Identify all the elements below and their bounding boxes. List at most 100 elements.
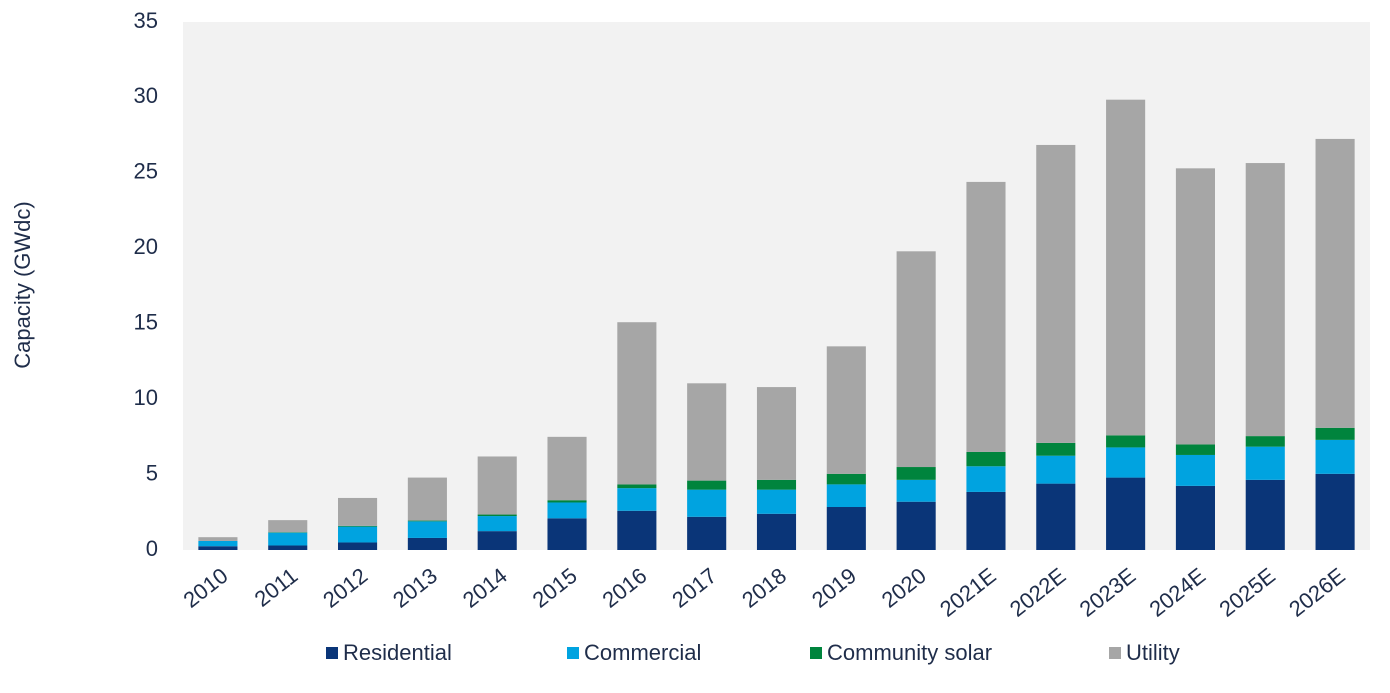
bar-segment [268, 545, 308, 550]
bar-segment [1175, 454, 1215, 486]
bar-segment [826, 484, 866, 508]
x-tick-label: 2026E [1284, 563, 1350, 622]
bar-segment [687, 383, 727, 481]
legend-swatch [567, 647, 579, 659]
bar-segment [826, 507, 866, 550]
x-tick-label: 2012 [318, 563, 372, 613]
legend-label: Community solar [827, 640, 992, 665]
x-tick-label: 2010 [179, 563, 233, 613]
bar-segment [477, 516, 517, 532]
bar-segment [826, 346, 866, 474]
bar-segment [1036, 442, 1076, 456]
bar-segment [547, 500, 587, 503]
bar-segment [896, 479, 936, 502]
x-tick-label: 2018 [737, 563, 791, 613]
bar-segment [687, 489, 727, 517]
x-tick-label: 2023E [1075, 563, 1141, 622]
x-tick-label: 2024E [1145, 563, 1211, 622]
bar-segment [756, 489, 797, 514]
y-tick-label: 15 [134, 310, 158, 335]
bar-segment [687, 480, 727, 490]
x-tick-label: 2019 [807, 563, 861, 613]
x-tick-label: 2011 [250, 563, 303, 612]
x-tick-label: 2022E [1005, 563, 1071, 622]
bar-segment [826, 473, 866, 485]
bar-segment [1036, 144, 1076, 443]
bar-segment [407, 477, 447, 521]
bar-segment [617, 484, 657, 489]
x-tick-label: 2025E [1214, 563, 1280, 622]
y-tick-label: 20 [134, 234, 158, 259]
legend-swatch [810, 647, 822, 659]
bar-segment [966, 466, 1006, 492]
bar-segment [198, 546, 238, 550]
bar-segment [1106, 435, 1146, 448]
bar-segment [407, 521, 447, 538]
legend-label: Commercial [584, 640, 701, 665]
bar-segment [477, 514, 517, 517]
bar-segment [198, 537, 238, 541]
bar-segment [477, 456, 517, 515]
bar-segment [477, 531, 517, 550]
bar-segment [756, 479, 797, 490]
bar-segment [966, 491, 1006, 550]
x-tick-label: 2015 [528, 563, 582, 613]
y-tick-label: 10 [134, 385, 158, 410]
x-tick-label: 2016 [598, 563, 652, 613]
bar-segment [896, 251, 936, 468]
bar-segment [1175, 444, 1215, 455]
y-axis-label: Capacity (GWdc) [10, 201, 35, 368]
bar-segment [407, 537, 447, 550]
bar-segment [547, 436, 587, 501]
bar-segment [1106, 477, 1146, 550]
bar-segment [1106, 447, 1146, 478]
bar-segment [687, 516, 727, 550]
legend-swatch [326, 647, 338, 659]
bar-segment [617, 488, 657, 511]
bar-segment [1245, 436, 1285, 447]
bar-segment [966, 181, 1006, 452]
y-tick-label: 0 [146, 536, 158, 561]
bar-segment [1245, 163, 1285, 437]
x-tick-label: 2017 [667, 563, 721, 613]
bar-segment [896, 501, 936, 550]
x-tick-label: 2021E [935, 563, 1001, 622]
bar-segment [268, 532, 308, 546]
x-tick-label: 2014 [458, 563, 512, 613]
bar-segment [1175, 168, 1215, 445]
bar-segment [1106, 99, 1146, 436]
bar-segment [1315, 138, 1355, 428]
bar-segment [617, 322, 657, 485]
legend-label: Residential [343, 640, 452, 665]
bar-segment [756, 513, 797, 550]
bar-segment [896, 467, 936, 480]
bar-segment [1315, 473, 1355, 550]
bar-segment [338, 542, 378, 550]
bar-segment [1175, 485, 1215, 550]
bar-segment [338, 497, 378, 526]
bar-segment [338, 526, 378, 543]
bar-segment [198, 540, 238, 547]
bar-segment [547, 518, 587, 550]
bar-segment [1036, 455, 1076, 484]
bar-segment [756, 387, 797, 480]
y-tick-label: 30 [134, 83, 158, 108]
y-tick-label: 25 [134, 159, 158, 184]
bar-segment [547, 502, 587, 519]
bar-segment [1315, 427, 1355, 440]
x-tick-label: 2013 [388, 563, 442, 613]
legend-label: Utility [1126, 640, 1180, 665]
bar-segment [966, 451, 1006, 467]
y-tick-label: 35 [134, 8, 158, 33]
bar-segment [617, 510, 657, 550]
y-tick-label: 5 [146, 460, 158, 485]
bar-segment [1245, 479, 1285, 550]
bar-segment [1245, 446, 1285, 480]
bar-segment [1315, 439, 1355, 474]
bar-segment [338, 525, 378, 527]
legend-swatch [1109, 647, 1121, 659]
x-tick-label: 2020 [877, 563, 931, 613]
bar-segment [268, 520, 308, 533]
bar-segment [1036, 483, 1076, 550]
